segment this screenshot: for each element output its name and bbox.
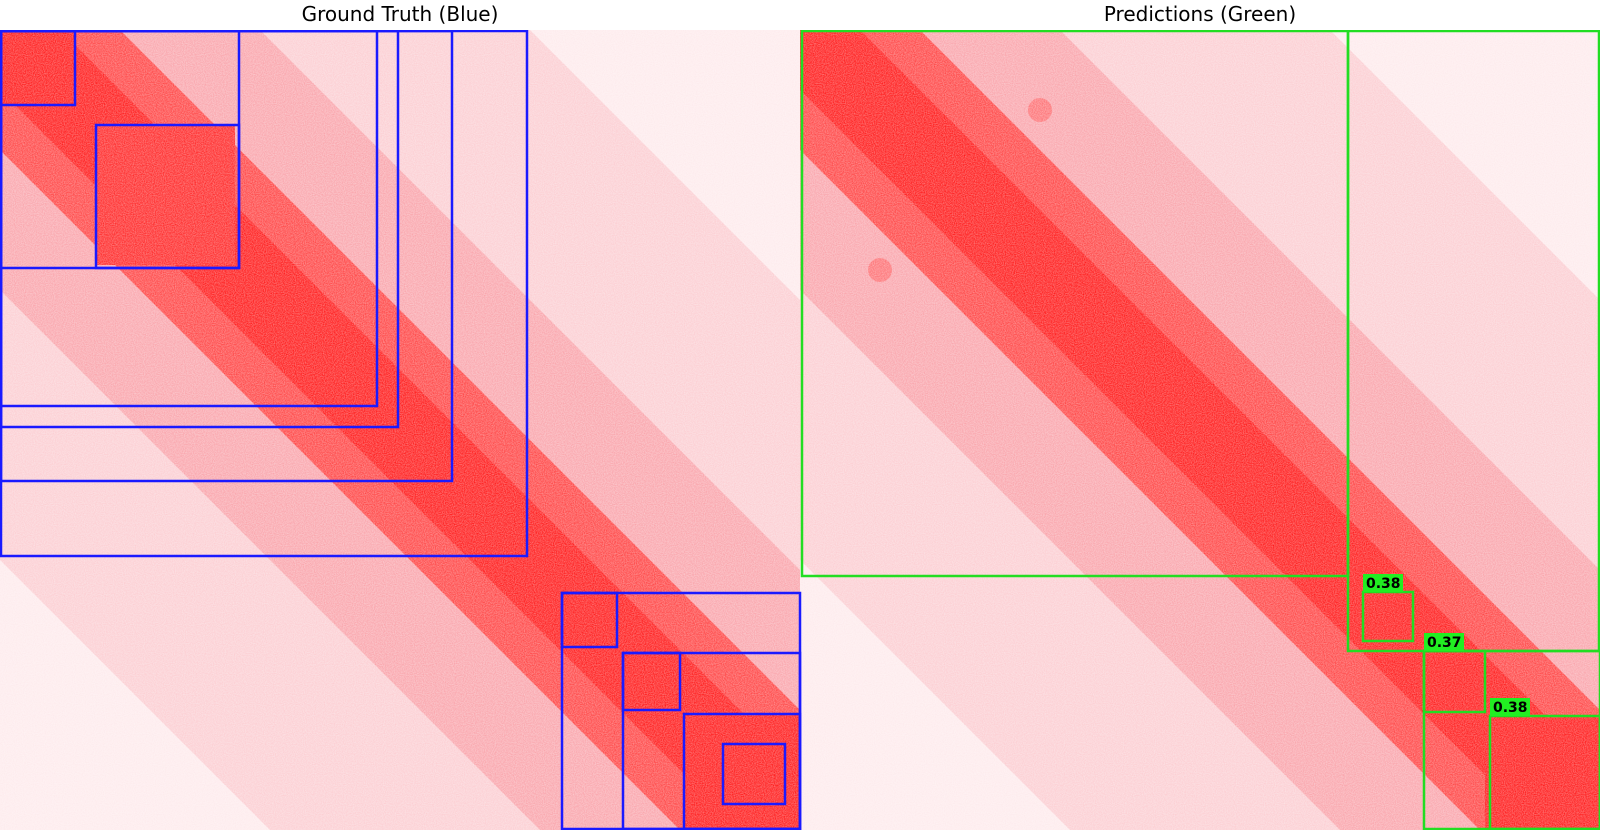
heatmap-comparison-figure: 0.38 0.37 0.38: [0, 30, 1600, 830]
prediction-boxes: [800, 30, 1600, 830]
comparison-canvas: 0.38 0.37 0.38: [0, 30, 1600, 830]
score-label-background: [1490, 698, 1530, 716]
ground-truth-heatmap: [0, 30, 800, 830]
predictions-panel-title: Predictions (Green): [1103, 2, 1297, 26]
ground-truth-boxes: [0, 30, 802, 830]
predictions-heatmap: [800, 30, 1600, 830]
prediction-score-labels: 0.38 0.37 0.38: [1363, 574, 1530, 716]
prediction-score-label: 0.38: [1366, 576, 1401, 592]
score-label-background: [1424, 633, 1464, 651]
gt-box: [721, 742, 787, 806]
ground-truth-panel-title: Ground Truth (Blue): [301, 2, 499, 26]
score-label-background: [1363, 574, 1403, 592]
gt-box: [682, 712, 802, 830]
prediction-box: [1488, 714, 1600, 830]
prediction-score-label: 0.37: [1427, 635, 1462, 651]
gt-box: [0, 30, 529, 558]
prediction-score-label: 0.38: [1493, 700, 1528, 716]
